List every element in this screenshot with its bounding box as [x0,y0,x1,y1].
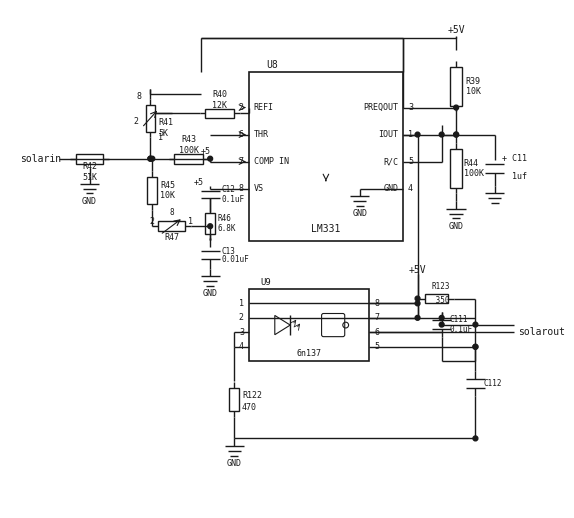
Text: + C11: + C11 [502,154,528,163]
Bar [174,154,203,164]
Text: C112: C112 [483,379,502,388]
Text: 5: 5 [374,342,379,351]
Text: 350: 350 [432,296,450,305]
Text: 1: 1 [188,217,193,226]
Circle shape [453,105,459,110]
Text: 3: 3 [239,328,244,337]
Text: COMP IN: COMP IN [254,157,289,166]
Text: 5: 5 [408,157,413,166]
Circle shape [473,344,478,349]
Bar [205,213,215,234]
Circle shape [208,156,212,161]
Text: LM331: LM331 [311,224,340,234]
Circle shape [148,156,153,161]
Text: GND: GND [449,222,464,231]
Text: 4: 4 [408,184,413,193]
Bar [249,289,369,361]
Text: THR: THR [254,130,269,139]
Text: IOUT: IOUT [378,130,398,139]
Text: 8: 8 [136,92,141,102]
Circle shape [439,322,444,327]
Bar [148,177,157,204]
Text: GND: GND [203,289,218,298]
Bar [158,221,185,231]
Text: +5: +5 [200,148,210,156]
Bar [425,294,448,304]
Circle shape [415,296,420,301]
Text: U9: U9 [261,278,271,286]
Text: 2: 2 [239,313,244,322]
Circle shape [150,156,155,161]
Text: REFI: REFI [254,103,274,112]
Circle shape [415,132,420,137]
Text: 8: 8 [169,208,174,217]
Text: 1: 1 [157,133,162,142]
Circle shape [148,156,153,161]
Text: 1: 1 [239,299,244,308]
Text: R42
51K: R42 51K [82,163,97,182]
Text: U8: U8 [266,60,278,70]
Circle shape [473,344,478,349]
Text: GND: GND [383,184,398,193]
Text: 4: 4 [239,342,244,351]
Text: R46
6.8K: R46 6.8K [218,213,236,233]
Bar [205,109,234,118]
Text: 7: 7 [374,313,379,322]
Text: R123: R123 [432,282,450,292]
Text: 6: 6 [374,328,379,337]
Text: C111: C111 [449,315,468,324]
Text: PREQOUT: PREQOUT [363,103,398,112]
Bar [76,154,103,164]
Text: 2: 2 [150,217,155,226]
Text: C13: C13 [222,247,235,256]
Circle shape [473,436,478,441]
Bar [451,149,462,188]
Text: C12
0.1uF: C12 0.1uF [222,185,245,204]
Text: R122: R122 [242,391,262,399]
Text: 8: 8 [239,184,244,193]
Text: R44
100K: R44 100K [464,159,484,178]
Bar [230,388,239,411]
Text: GND: GND [82,197,97,206]
Text: solarin: solarin [20,154,61,164]
Text: R43
100K: R43 100K [179,136,199,155]
Text: 8: 8 [374,299,379,308]
Text: 6n137: 6n137 [297,349,321,358]
Text: 0.1uF: 0.1uF [449,325,472,334]
Text: GND: GND [352,209,367,218]
Circle shape [439,132,444,137]
Bar [451,67,462,106]
Text: VS: VS [254,184,263,193]
Circle shape [453,132,459,137]
Text: 7: 7 [239,157,244,166]
Text: R47: R47 [164,233,179,242]
Text: R/C: R/C [383,157,398,166]
Text: R40
12K: R40 12K [212,90,227,109]
Circle shape [208,224,212,228]
Text: +5V: +5V [409,265,426,275]
Text: +5V: +5V [447,25,465,35]
Text: GND: GND [227,459,242,468]
Text: 2: 2 [239,103,244,112]
Text: 0.01uF: 0.01uF [222,254,250,264]
Bar [146,105,155,132]
Circle shape [415,301,420,306]
Circle shape [473,322,478,327]
Text: R39
10K: R39 10K [466,77,481,96]
Bar [249,72,403,241]
Text: 3: 3 [408,103,413,112]
Text: R45
10K: R45 10K [160,181,175,200]
Text: 1: 1 [408,130,413,139]
Text: 470: 470 [242,403,257,412]
Text: R41
5K: R41 5K [158,118,173,137]
Circle shape [453,132,459,137]
Text: 1uf: 1uf [502,171,528,181]
Circle shape [439,315,444,320]
Circle shape [415,315,420,320]
Text: solarout: solarout [518,327,565,337]
Text: +5: +5 [193,178,204,188]
Text: 2: 2 [134,117,139,125]
Text: 6: 6 [239,130,244,139]
